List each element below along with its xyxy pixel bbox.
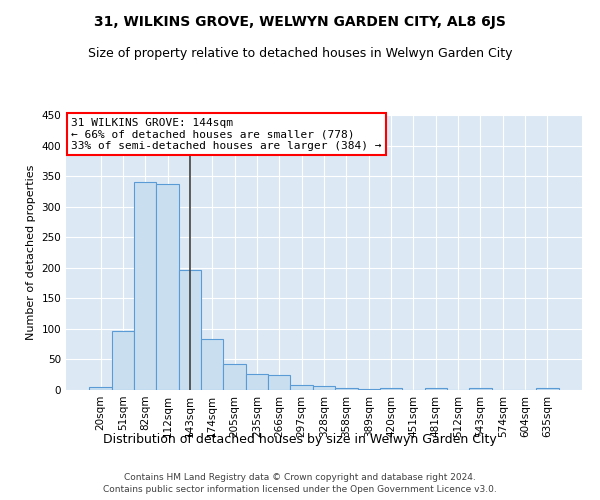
Y-axis label: Number of detached properties: Number of detached properties	[26, 165, 36, 340]
Text: 31, WILKINS GROVE, WELWYN GARDEN CITY, AL8 6JS: 31, WILKINS GROVE, WELWYN GARDEN CITY, A…	[94, 15, 506, 29]
Text: Contains HM Land Registry data © Crown copyright and database right 2024.: Contains HM Land Registry data © Crown c…	[124, 472, 476, 482]
Text: Size of property relative to detached houses in Welwyn Garden City: Size of property relative to detached ho…	[88, 48, 512, 60]
Bar	[313, 386, 335, 390]
Text: Contains public sector information licensed under the Open Government Licence v3: Contains public sector information licen…	[103, 485, 497, 494]
Text: Distribution of detached houses by size in Welwyn Garden City: Distribution of detached houses by size …	[103, 432, 497, 446]
Bar	[157, 184, 179, 390]
Bar	[358, 389, 380, 390]
Bar	[223, 364, 246, 390]
Bar	[425, 388, 447, 390]
Bar	[290, 385, 313, 390]
Bar	[134, 182, 157, 390]
Bar	[201, 340, 223, 390]
Bar	[469, 388, 491, 390]
Bar	[268, 376, 290, 390]
Bar	[179, 270, 201, 390]
Bar	[112, 330, 134, 390]
Bar	[536, 388, 559, 390]
Bar	[246, 374, 268, 390]
Bar	[380, 388, 402, 390]
Text: 31 WILKINS GROVE: 144sqm
← 66% of detached houses are smaller (778)
33% of semi-: 31 WILKINS GROVE: 144sqm ← 66% of detach…	[71, 118, 382, 151]
Bar	[89, 387, 112, 390]
Bar	[335, 388, 358, 390]
